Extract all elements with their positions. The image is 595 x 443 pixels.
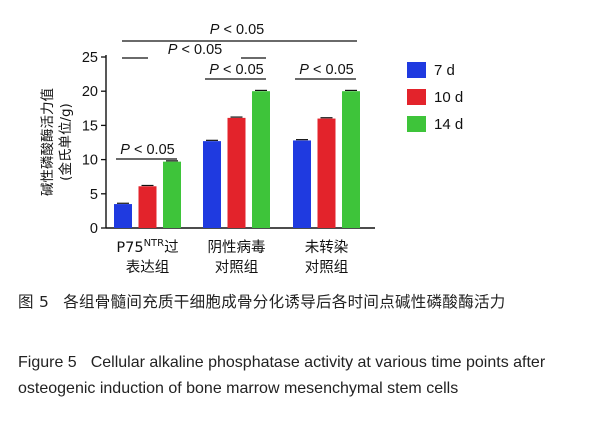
figure-caption-chinese: 图 5 各组骨髓间充质干细胞成骨分化诱导后各时间点碱性磷酸酶活力: [18, 289, 588, 315]
legend-swatch: [407, 62, 426, 78]
bar: [252, 91, 270, 228]
x-category-label-line2: 表达组: [126, 259, 170, 276]
y-tick-label: 10: [82, 153, 98, 169]
y-axis-title: 碱性磷酸酶活力值 (金氏单位/g): [40, 88, 74, 196]
significance-label: P < 0.05: [120, 142, 174, 158]
caption-text-en: Cellular alkaline phosphatase activity a…: [18, 354, 546, 397]
significance-annotations: P < 0.05 P < 0.05 P < 0.05 P < 0.05 P < 0.05: [116, 22, 357, 160]
caption-label-en: Figure 5: [18, 354, 77, 371]
significance-label: P < 0.05: [210, 22, 264, 38]
y-axis-title-line1: 碱性磷酸酶活力值: [40, 88, 56, 196]
bar: [293, 140, 311, 228]
x-category-label-line1: 阴性病毒: [208, 239, 266, 256]
x-category-label-line2: 对照组: [215, 259, 259, 276]
y-tick-label: 5: [90, 187, 98, 203]
caption-label-cn: 图 5: [18, 293, 50, 311]
x-category-label-line1: P75NTR过: [116, 238, 178, 256]
y-axis-title-line2: (金氏单位/g): [58, 103, 74, 181]
caption-text-cn: 各组骨髓间充质干细胞成骨分化诱导后各时间点碱性磷酸酶活力: [63, 293, 506, 311]
legend: 7 d 10 d 14 d: [407, 62, 463, 133]
significance-label: P < 0.05: [209, 62, 263, 78]
figure-caption-english: Figure 5 Cellular alkaline phosphatase ac…: [18, 350, 588, 402]
bar: [342, 91, 360, 228]
bar: [227, 117, 246, 228]
bar: [138, 186, 157, 228]
bar: [114, 204, 132, 228]
bar: [203, 141, 221, 228]
significance-label: P < 0.05: [299, 62, 353, 78]
y-tick-label: 25: [82, 50, 98, 66]
legend-swatch: [407, 89, 426, 105]
bar: [163, 161, 181, 228]
significance-label: P < 0.05: [168, 42, 222, 58]
y-tick-label: 15: [82, 118, 98, 134]
y-tick-label: 20: [82, 84, 98, 100]
legend-swatch: [407, 116, 426, 132]
x-category-label-line2: 对照组: [305, 259, 349, 276]
legend-label: 10 d: [434, 89, 463, 106]
bar: [317, 118, 336, 228]
x-category-label-line1: 未转染: [305, 239, 349, 256]
y-tick-label: 0: [90, 221, 98, 237]
bars: [114, 89, 360, 228]
legend-label: 14 d: [434, 116, 463, 133]
legend-label: 7 d: [434, 62, 455, 79]
